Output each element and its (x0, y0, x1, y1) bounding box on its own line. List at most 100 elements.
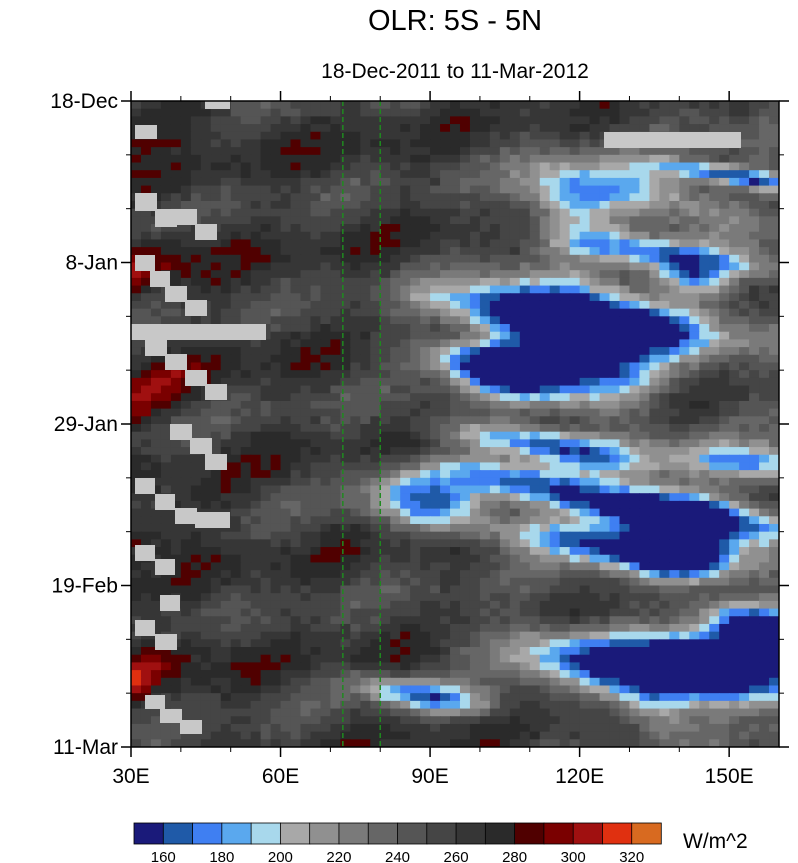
field-cell (320, 439, 331, 448)
field-cell (749, 539, 760, 548)
field-cell (699, 316, 710, 325)
field-cell (479, 485, 491, 494)
field-cell (469, 639, 481, 648)
field-cell (539, 616, 551, 625)
field-cell (220, 431, 232, 440)
field-cell (450, 331, 461, 340)
field-cell (639, 439, 650, 448)
field-cell (410, 593, 421, 602)
field-cell (310, 231, 322, 241)
field-cell (679, 670, 690, 679)
field-cell (729, 508, 740, 517)
field-cell (609, 101, 621, 110)
field-cell (420, 539, 431, 548)
field-cell (170, 416, 182, 425)
field-cell (360, 462, 371, 471)
field-cell (529, 108, 541, 117)
field-cell (599, 508, 611, 517)
field-cell (240, 508, 252, 517)
field-cell (380, 454, 391, 464)
field-cell (529, 570, 541, 579)
field-cell (759, 654, 770, 663)
field-cell (190, 101, 202, 110)
field-cell (599, 616, 611, 625)
field-cell (170, 270, 182, 279)
field-cell (410, 654, 421, 663)
field-cell (250, 300, 262, 310)
field-cell (579, 293, 591, 302)
field-cell (529, 400, 541, 410)
field-cell (150, 162, 162, 171)
field-cell (759, 531, 770, 540)
field-cell (659, 101, 670, 110)
field-cell (360, 670, 371, 679)
field-cell (270, 354, 282, 364)
field-cell (599, 300, 611, 310)
field-cell (440, 300, 451, 310)
field-cell (529, 424, 541, 433)
field-cell (759, 585, 770, 594)
field-cell (190, 347, 202, 356)
field-cell (459, 139, 471, 148)
field-cell (689, 177, 700, 187)
field-cell (210, 447, 222, 456)
field-cell (290, 185, 302, 194)
field-cell (549, 647, 561, 656)
field-cell (400, 362, 411, 371)
field-cell (709, 424, 720, 433)
field-cell (699, 347, 710, 356)
field-cell (689, 270, 700, 279)
field-cell (131, 147, 142, 156)
field-cell (380, 300, 391, 310)
field-cell (420, 231, 431, 241)
field-cell (380, 147, 391, 156)
field-cell (569, 470, 581, 479)
field-cell (240, 400, 252, 410)
field-cell (629, 447, 641, 456)
field-cell (350, 400, 361, 410)
field-cell (320, 447, 331, 456)
field-cell (499, 631, 511, 640)
field-cell (370, 462, 381, 471)
field-cell (131, 523, 142, 533)
field-cell (669, 262, 680, 271)
field-cell (230, 585, 242, 594)
field-cell (260, 547, 272, 556)
field-cell (619, 254, 631, 264)
field-cell (549, 377, 561, 387)
field-cell (220, 531, 232, 540)
field-cell (549, 516, 561, 525)
field-cell (619, 193, 631, 202)
field-cell (370, 370, 381, 379)
field-cell (280, 200, 292, 210)
field-cell (529, 662, 541, 671)
field-cell (459, 416, 471, 425)
field-cell (489, 523, 501, 533)
field-cell (380, 677, 391, 687)
field-cell (320, 424, 331, 433)
field-cell (340, 477, 351, 487)
field-cell (559, 570, 571, 579)
field-cell (370, 270, 381, 279)
field-cell (400, 347, 411, 356)
field-cell (320, 647, 331, 656)
field-cell (729, 254, 740, 264)
field-cell (450, 139, 461, 148)
field-cell (190, 400, 202, 410)
field-cell (200, 108, 212, 117)
field-cell (589, 523, 601, 533)
field-cell (131, 208, 142, 217)
field-cell (390, 616, 401, 625)
field-cell (649, 431, 660, 440)
field-cell (519, 608, 531, 617)
field-cell (709, 370, 720, 379)
field-cell (320, 416, 331, 425)
field-cell (190, 485, 202, 494)
field-cell (370, 439, 381, 448)
field-cell (769, 208, 779, 217)
field-cell (290, 270, 302, 279)
field-cell (410, 516, 421, 525)
field-cell (769, 362, 779, 371)
field-cell (270, 200, 282, 210)
field-cell (330, 131, 341, 141)
